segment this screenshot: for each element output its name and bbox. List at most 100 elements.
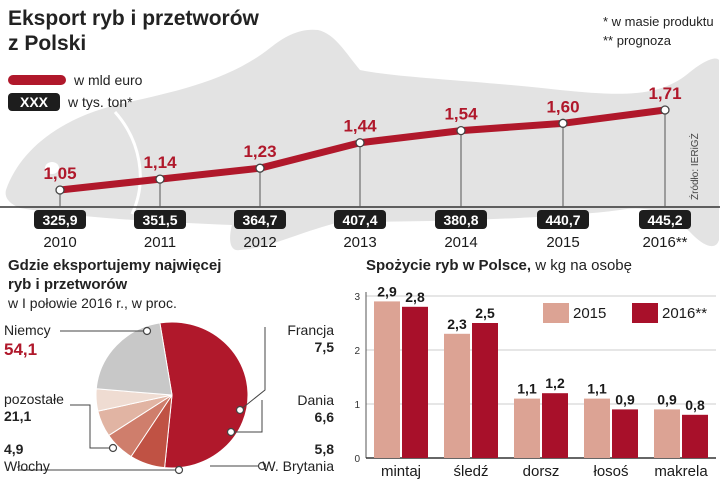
ton-box-6 <box>639 210 691 229</box>
year-label-3: 2013 <box>343 234 376 251</box>
bar-value-label-1-2: 1,2 <box>545 375 565 391</box>
pie-value-dania: 6,6 <box>314 409 334 425</box>
bar-category-2: dorsz <box>523 463 560 480</box>
pie-name-dania: Dania <box>297 392 334 408</box>
year-label-6: 2016** <box>642 234 687 251</box>
bar-value-label-1-4: 0,8 <box>685 397 705 413</box>
legend-box-swatch: XXX <box>8 93 60 111</box>
pie-label-dania: Dania 6,6 <box>272 392 334 426</box>
bar-legend-label-0: 2015 <box>573 305 606 322</box>
year-label-2: 2012 <box>243 234 276 251</box>
bar-2016-0 <box>402 306 428 458</box>
pie-leader-dot-1 <box>235 405 245 415</box>
line-value-label-1: 1,14 <box>143 153 177 172</box>
bar-legend-swatch-1 <box>632 303 658 323</box>
main-title: Eksport ryb i przetworów z Polski <box>8 6 259 56</box>
pie-value-francja: 7,5 <box>314 339 334 355</box>
main-title-line1: Eksport ryb i przetworów <box>8 7 259 30</box>
pie-leader-2 <box>231 400 263 433</box>
line-value-label-2: 1,23 <box>243 142 276 161</box>
bar-ytick-2: 2 <box>354 346 360 357</box>
line-point-6 <box>660 105 670 115</box>
line-value-label-4: 1,54 <box>444 105 478 124</box>
bar-category-3: łosoś <box>593 463 628 480</box>
pie-slice-5 <box>95 322 173 396</box>
pie-subtitle: w I połowie 2016 r., w proc. <box>8 295 177 311</box>
pie-name-niemcy: Niemcy <box>4 322 51 338</box>
pie-name-francja: Francja <box>287 322 334 338</box>
ton-value-4: 380,8 <box>443 212 478 228</box>
bar-value-label-1-1: 2,5 <box>475 305 495 321</box>
line-value-label-6: 1,71 <box>648 84 681 103</box>
bar-title-bold: Spożycie ryb w Polsce, <box>366 257 532 274</box>
ton-box-3 <box>334 210 386 229</box>
pie-leader-dot-4 <box>174 465 184 475</box>
ton-value-1: 351,5 <box>142 212 177 228</box>
ton-value-6: 445,2 <box>647 212 682 228</box>
bar-value-label-0-4: 0,9 <box>657 391 677 407</box>
fish-eye <box>45 162 59 174</box>
line-point-0 <box>55 185 65 195</box>
line-point-4 <box>456 125 466 136</box>
pie-label-wlochy: 4,9 Włochy <box>4 441 50 475</box>
pie-label-francja: Francja 7,5 <box>272 322 334 356</box>
bar-2015-3 <box>584 398 610 458</box>
pie-title-line2: ryb i przetworów <box>8 276 128 293</box>
pie-leader-dot-2 <box>226 427 236 437</box>
pie-leader-dot-3 <box>257 461 267 471</box>
legend-tons-label: w tys. ton* <box>68 94 133 110</box>
export-pie-chart <box>20 321 267 475</box>
bar-ytick-3: 3 <box>354 292 360 303</box>
line-point-2 <box>255 163 265 173</box>
bar-value-label-0-1: 2,3 <box>447 316 467 332</box>
line-value-label-0: 1,05 <box>43 164 76 183</box>
pie-title-line1: Gdzie eksportujemy najwięcej <box>8 257 222 274</box>
pie-leader-5 <box>70 404 113 449</box>
year-label-0: 2010 <box>43 234 76 251</box>
line-point-5 <box>558 118 568 128</box>
legend-euro: w mld euro <box>8 72 142 88</box>
footnotes: * w masie produktu ** prognoza <box>603 12 714 50</box>
year-label-1: 2011 <box>144 234 176 251</box>
fish-gill-line <box>113 111 142 215</box>
bar-category-0: mintaj <box>381 463 421 480</box>
consumption-bar-chart: 0 1 2 3 2,9 2,8 mintaj 2,3 2,5 śledź 1,1 1,2 dorsz 1,… <box>354 283 716 480</box>
bar-legend-swatch-0 <box>543 303 569 323</box>
line-point-3 <box>355 138 365 148</box>
bar-value-label-0-2: 1,1 <box>517 381 537 397</box>
pie-value-niemcy: 54,1 <box>4 340 38 359</box>
pie-value-wbrytania: 5,8 <box>314 441 334 457</box>
ton-box-5 <box>537 210 589 229</box>
bar-2015-2 <box>514 398 540 458</box>
ton-box-0 <box>34 210 86 229</box>
bar-2015-4 <box>654 409 680 458</box>
pie-label-pozostale: pozostałe 21,1 <box>4 391 64 425</box>
bar-2016-4 <box>682 414 708 458</box>
main-title-line2: z Polski <box>8 32 87 55</box>
pie-leader-1 <box>239 327 266 411</box>
footnote-forecast: ** prognoza <box>603 33 671 48</box>
ton-box-4 <box>435 210 487 229</box>
bar-category-1: śledź <box>453 463 488 480</box>
pie-label-wbrytania: 5,8 W. Brytania <box>234 441 334 475</box>
line-value-label-3: 1,44 <box>343 117 377 136</box>
bar-legend-label-1: 2016** <box>662 305 707 322</box>
bar-2015-0 <box>374 301 400 458</box>
bar-ytick-0: 0 <box>354 454 360 465</box>
line-point-1 <box>155 174 165 184</box>
pie-slice-0 <box>159 321 249 469</box>
pie-value-pozostale: 21,1 <box>4 408 32 424</box>
bar-2015-1 <box>444 333 470 458</box>
ton-value-2: 364,7 <box>242 212 277 228</box>
source-note: Źródło: IERiGŻ <box>690 133 701 200</box>
ton-value-5: 440,7 <box>545 212 580 228</box>
pie-leader-dot-0 <box>142 326 152 336</box>
bar-2016-3 <box>612 409 638 458</box>
pie-name-wlochy: Włochy <box>4 458 50 474</box>
footnote-mass: * w masie produktu <box>603 14 714 29</box>
bar-ytick-1: 1 <box>354 400 360 411</box>
ton-value-0: 325,9 <box>42 212 77 228</box>
pie-label-niemcy: Niemcy 54,1 <box>4 322 51 361</box>
pie-name-wbrytania: W. Brytania <box>262 458 334 474</box>
ton-box-1 <box>134 210 186 229</box>
